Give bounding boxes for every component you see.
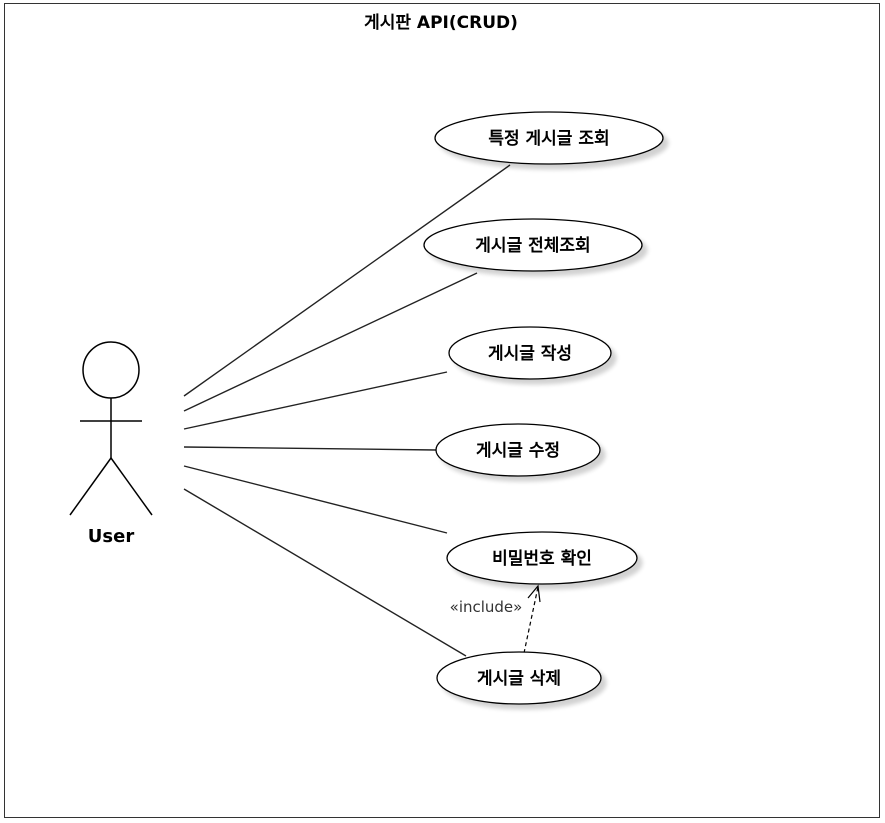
use-case-ellipse [434, 111, 664, 165]
actor-left-leg [69, 457, 112, 516]
use-case-ellipse [423, 218, 643, 272]
use-case-ellipse [435, 423, 601, 477]
use-case-4[interactable]: 게시글 수정 [435, 423, 601, 477]
associations [183, 164, 511, 657]
use-case-label: 게시글 작성 [488, 344, 572, 364]
use-case-label: 게시글 삭제 [477, 669, 561, 689]
actor-head [82, 341, 140, 399]
actor-right-leg [110, 457, 153, 516]
use-case-5[interactable]: 비밀번호 확인 [446, 531, 638, 585]
use-case-6[interactable]: 게시글 삭제 [436, 651, 602, 705]
include-stereotype: «include» [450, 598, 523, 616]
use-case-ellipse [446, 531, 638, 585]
use-case-ellipse [436, 651, 602, 705]
association-uc3 [183, 371, 448, 430]
use-case-label: 게시글 전체조회 [475, 236, 590, 256]
system-boundary [4, 3, 880, 818]
use-case-label: 게시글 수정 [476, 441, 560, 461]
association-uc4 [183, 446, 437, 451]
use-case-ellipse [448, 326, 612, 380]
use-case-1[interactable]: 특정 게시글 조회 [434, 111, 664, 165]
use-case-2[interactable]: 게시글 전체조회 [423, 218, 643, 272]
use-case-label: 비밀번호 확인 [492, 548, 592, 569]
association-uc1 [183, 164, 511, 397]
association-uc2 [183, 272, 478, 412]
actor-user[interactable]: User [69, 341, 153, 547]
include-relation: «include» [450, 584, 541, 654]
system-title: 게시판 API(CRUD) [364, 13, 518, 33]
use-case-3[interactable]: 게시글 작성 [448, 326, 612, 380]
include-dashed-line [523, 586, 539, 654]
use-case-label: 특정 게시글 조회 [488, 129, 609, 149]
association-uc5 [183, 465, 448, 534]
actor-label: User [88, 526, 135, 547]
association-uc6 [183, 488, 467, 657]
include-arrowhead [527, 584, 541, 603]
